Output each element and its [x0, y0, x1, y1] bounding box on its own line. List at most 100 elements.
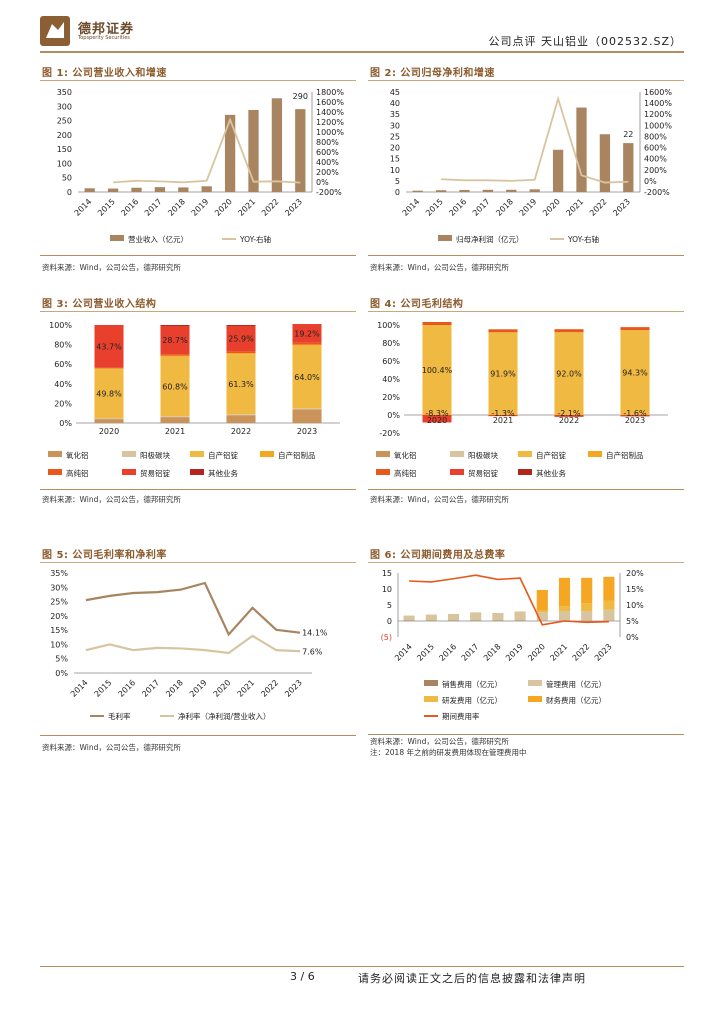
- y-tick-label: 15: [390, 155, 400, 164]
- bar-segment: [94, 368, 124, 370]
- x-tick-label: 2016: [447, 197, 468, 218]
- x-tick-label: 2014: [73, 197, 94, 218]
- y-tick-label: 200: [57, 131, 72, 140]
- report-title: 公司点评 天山铝业（002532.SZ）: [488, 35, 682, 48]
- x-tick-label: 2021: [236, 197, 257, 218]
- legend-item-swatch: [122, 451, 136, 457]
- bar-segment: [488, 329, 518, 333]
- x-tick-label: 2015: [96, 197, 117, 218]
- legend-revenue-swatch: [438, 235, 452, 241]
- bar-segment: [226, 325, 256, 352]
- y-tick-label: 40%: [382, 375, 400, 384]
- figure-6-rule: [368, 562, 684, 563]
- bar-segment: [226, 351, 256, 354]
- bar-segment: [581, 577, 593, 604]
- y-tick-label: 35: [390, 110, 400, 119]
- data-label: 14.1%: [302, 629, 328, 638]
- y-tick-label: 50: [62, 174, 72, 183]
- bar: [271, 98, 283, 192]
- y2-tick-label: 15%: [626, 585, 644, 594]
- y-tick-label: 20%: [382, 393, 400, 402]
- y2-tick-label: 1400%: [644, 99, 672, 108]
- y-tick-label: -20%: [379, 429, 400, 438]
- y2-tick-label: 10%: [626, 601, 644, 610]
- chart-1: 0 50 100 150 200 250 300 350 -200%0%200%400%600%…: [57, 88, 345, 244]
- bar-segment: [226, 415, 256, 423]
- y-tick-label: 40: [390, 99, 400, 108]
- figure-3-source: 资料来源：Wind，公司公告，德邦研究所: [42, 495, 181, 504]
- y2-tick-label: 1000%: [644, 121, 672, 130]
- bar-segment: [94, 418, 124, 420]
- x-tick-label: 2020: [213, 197, 234, 218]
- y-tick-label: 40%: [54, 380, 72, 389]
- bar: [576, 107, 587, 192]
- bar: [599, 134, 611, 192]
- y-tick-label: 10: [382, 585, 392, 594]
- bar-segment: [492, 620, 504, 621]
- y-tick-label: 0%: [59, 419, 72, 428]
- bar-segment: [160, 356, 190, 417]
- data-label: 22: [623, 130, 633, 139]
- x-tick-label: 2023: [283, 678, 304, 699]
- x-tick-label: 2017: [140, 678, 161, 699]
- rate-line: [409, 574, 609, 626]
- legend-net-margin-label: 净利率（净利润/营业收入）: [178, 711, 271, 721]
- legend-item-swatch: [190, 451, 204, 457]
- chart-4: -20% 0% 20% 40% 60% 80% 100% 2020 100.4% -8.3% 202…: [376, 321, 668, 478]
- legend-item-label: 自产铝制品: [606, 450, 644, 460]
- x-tick-label: 2018: [164, 678, 185, 699]
- yoy-line: [113, 116, 301, 184]
- x-tick-label: 2020: [212, 678, 233, 699]
- bar-segment: [514, 611, 526, 621]
- legend-item-swatch: [260, 451, 274, 457]
- bar-segment: [425, 620, 437, 621]
- legend-item-swatch: [376, 469, 390, 475]
- y2-tick-label: 1200%: [644, 110, 672, 119]
- legend-item-label: 高纯铝: [394, 468, 417, 478]
- footer-disclaimer: 请务必阅读正文之后的信息披露和法律声明: [358, 972, 586, 985]
- figure-2-rule: [368, 80, 684, 81]
- bar-segment: [554, 329, 584, 333]
- y-tick-label: 25%: [50, 598, 68, 607]
- bar-segment: [603, 600, 615, 610]
- data-label: 91.9%: [490, 370, 516, 379]
- data-label: 28.7%: [162, 336, 188, 345]
- bar: [154, 187, 166, 192]
- legend-item-swatch: [48, 469, 62, 475]
- bar: [295, 109, 306, 192]
- bar-segment: [160, 417, 190, 423]
- y-tick-label: 30%: [50, 583, 68, 592]
- bar: [623, 143, 634, 192]
- brand-name: 德邦证券: [78, 22, 135, 37]
- x-tick-label: 2016: [117, 678, 138, 699]
- bar: [248, 110, 259, 192]
- bar-segment: [514, 620, 526, 621]
- bar-segment: [488, 332, 518, 415]
- x-tick-label: 2021: [493, 416, 513, 425]
- legend-item-label: 自产铝锭: [536, 450, 566, 460]
- y-tick-label: 0: [395, 188, 400, 197]
- figure-2-source-rule: [368, 255, 684, 256]
- y-tick-label: 60%: [382, 357, 400, 366]
- y2-tick-label: 200%: [644, 166, 667, 175]
- x-tick-label: 2023: [297, 427, 317, 436]
- legend-item-swatch: [48, 451, 62, 457]
- bar-segment: [403, 620, 415, 621]
- bar: [224, 114, 236, 192]
- y-tick-label: 100: [57, 159, 72, 168]
- page-number: 3 / 6: [290, 970, 315, 983]
- y2-tick-label: 600%: [644, 144, 667, 153]
- bar-segment: [488, 415, 518, 417]
- x-tick-label: 2019: [190, 197, 211, 218]
- figure-6-source-rule: [368, 734, 684, 735]
- bar-segment: [292, 342, 322, 345]
- bar-segment: [536, 589, 548, 611]
- y-tick-label: 80%: [54, 341, 72, 350]
- y-tick-label: (5): [381, 633, 392, 642]
- figure-1-source-rule: [40, 255, 356, 256]
- figure-5-title: 图 5: 公司毛利率和净利率: [42, 550, 167, 561]
- bar: [84, 188, 95, 192]
- figure-3-title: 图 3: 公司营业收入结构: [42, 299, 157, 310]
- legend-item-label: 阳极碳块: [140, 450, 170, 460]
